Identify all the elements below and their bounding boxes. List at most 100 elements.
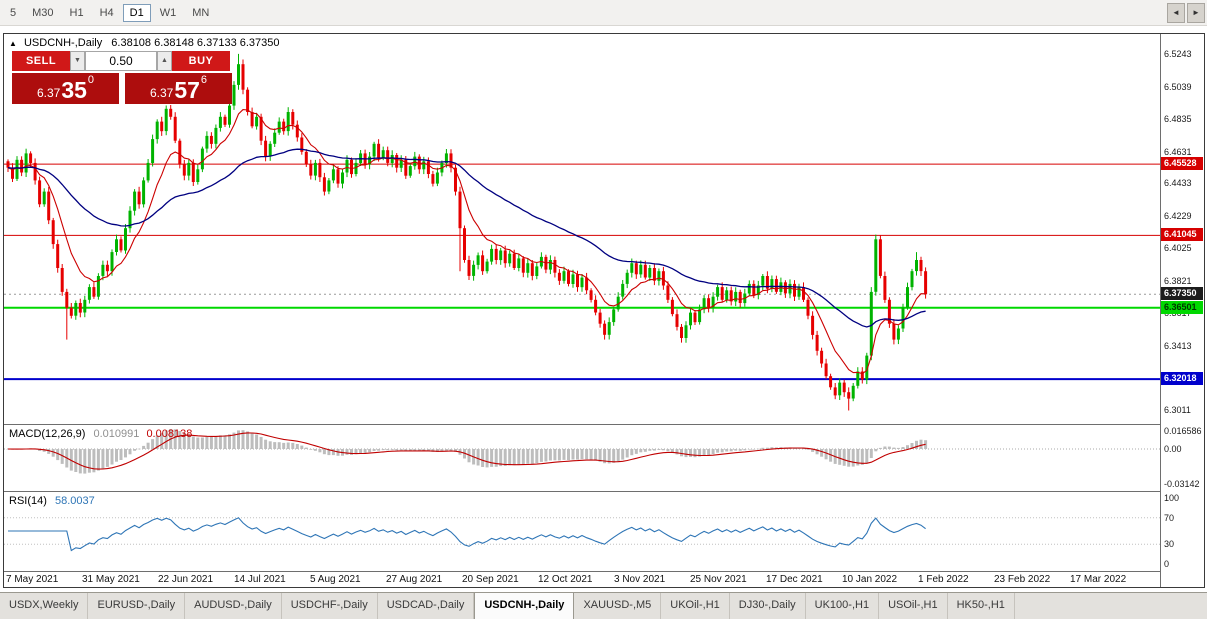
rsi-title: RSI(14) 58.0037 [9, 495, 95, 507]
macd-value: 0.010991 [93, 428, 140, 440]
time-axis-label: 22 Jun 2021 [158, 574, 214, 585]
volume-increase-button[interactable]: ▲ [157, 51, 172, 71]
time-axis-label: 7 May 2021 [6, 574, 59, 585]
chart-ohlc-values: 6.38108 6.38148 6.37133 6.37350 [111, 37, 280, 49]
price-axis-label: 6.3821 [1164, 276, 1192, 286]
chart-tab-dj30-daily[interactable]: DJ30-,Daily [729, 593, 806, 619]
price-axis-badge: 6.41045 [1161, 228, 1203, 241]
chart-tab-usdx-weekly[interactable]: USDX,Weekly [0, 593, 89, 619]
buy-price-main: 6.37 [149, 86, 174, 100]
rsi-axis-label: 100 [1164, 493, 1180, 503]
time-axis-label: 25 Nov 2021 [690, 574, 747, 585]
tab-scroll-right-button[interactable]: ► [1187, 3, 1205, 23]
price-axis-label: 6.4025 [1164, 243, 1192, 253]
time-axis-label: 31 May 2021 [82, 574, 140, 585]
chevron-down-icon: ▼ [74, 57, 81, 64]
sell-button[interactable]: SELL [12, 51, 70, 71]
pane-splitter[interactable] [4, 491, 1204, 492]
rsi-axis-label: 30 [1164, 539, 1175, 549]
timeframe-button-h4[interactable]: H4 [99, 6, 114, 19]
price-axis-label: 6.4229 [1164, 211, 1192, 221]
chart-tab-eurusd-daily[interactable]: EURUSD-,Daily [88, 593, 186, 619]
buy-price-point: 6 [200, 74, 208, 86]
rsi-indicator-chart[interactable] [4, 492, 1160, 571]
price-axis-label: 6.5039 [1164, 82, 1192, 92]
macd-axis-label: 0.016586 [1164, 426, 1202, 436]
price-axis-label: 6.3413 [1164, 341, 1192, 351]
chart-title: ▲ USDCNH-,Daily 6.38108 6.38148 6.37133 … [9, 37, 280, 49]
price-axis-badge: 6.45528 [1161, 157, 1203, 170]
timeframe-button-5[interactable]: 5 [10, 6, 17, 19]
chart-tab-audusd-daily[interactable]: AUDUSD-,Daily [185, 593, 282, 619]
slow-ma-line [7, 148, 926, 328]
price-axis-badge: 6.37350 [1161, 287, 1203, 300]
rsi-value: 58.0037 [54, 495, 95, 507]
chart-tab-uk100-h1[interactable]: UK100-,H1 [805, 593, 880, 619]
macd-title: MACD(12,26,9) 0.010991 0.008138 [9, 428, 192, 440]
timeframe-button-d1[interactable]: D1 [122, 3, 151, 22]
chart-tab-usdchf-daily[interactable]: USDCHF-,Daily [281, 593, 378, 619]
timeframe-button-m30[interactable]: M30 [32, 6, 54, 19]
rsi-axis-label: 0 [1164, 559, 1170, 569]
candlestick-chart[interactable] [4, 34, 1160, 424]
price-axis-label: 6.4631 [1164, 147, 1192, 157]
sell-price-main: 6.37 [36, 86, 61, 100]
chart-tab-usoil-h1[interactable]: USOil-,H1 [879, 593, 948, 619]
buy-price-pips: 57 [174, 77, 200, 104]
time-axis-label: 17 Mar 2022 [1070, 574, 1127, 585]
price-axis-badge: 6.36501 [1161, 301, 1203, 314]
price-axis-separator [1160, 34, 1161, 587]
volume-input[interactable] [85, 51, 157, 71]
chart-tab-hk50-h1[interactable]: HK50-,H1 [947, 593, 1015, 619]
macd-axis-label: -0.03142 [1164, 479, 1200, 489]
rsi-axis-label: 70 [1164, 513, 1175, 523]
time-axis-label: 12 Oct 2021 [538, 574, 593, 585]
macd-signal-value: 0.008138 [146, 428, 193, 440]
time-axis-separator [4, 571, 1204, 572]
time-axis-label: 14 Jul 2021 [234, 574, 286, 585]
chart-tab-xauusd-m5[interactable]: XAUUSD-,M5 [574, 593, 662, 619]
buy-button[interactable]: BUY [172, 51, 230, 71]
macd-pane[interactable]: MACD(12,26,9) 0.010991 0.008138 [4, 425, 1160, 491]
time-axis-label: 10 Jan 2022 [842, 574, 898, 585]
price-axis: 6.5243 6.5039 6.4835 6.4631 6.4433 6.4229 6.40… [1161, 34, 1204, 587]
chart-tab-usdcnh-daily[interactable]: USDCNH-,Daily [474, 593, 575, 619]
timeframe-button-mn[interactable]: MN [192, 6, 210, 19]
price-axis-label: 6.4433 [1164, 178, 1192, 188]
candles-layer [6, 53, 928, 411]
chart-tab-usdcad-daily[interactable]: USDCAD-,Daily [377, 593, 475, 619]
macd-indicator-chart[interactable] [4, 425, 1160, 491]
collapse-panel-icon[interactable]: ▲ [9, 39, 17, 48]
buy-price-display[interactable]: 6.37 57 6 [125, 73, 232, 104]
timeframe-toolbar: 5 M30 H1 H4 D1 W1 MN [0, 0, 1207, 26]
chart-symbol-label: USDCNH-,Daily [23, 37, 103, 49]
fast-ma-line [7, 109, 926, 375]
price-pane[interactable]: ▲ USDCNH-,Daily 6.38108 6.38148 6.37133 … [4, 34, 1160, 424]
one-click-trade-panel: SELL ▼ ▲ BUY 6.37 35 0 [12, 51, 232, 104]
macd-axis-label: 0.00 [1164, 444, 1182, 454]
sell-price-point: 0 [87, 74, 95, 86]
price-axis-label: 6.5243 [1164, 49, 1192, 59]
volume-decrease-button[interactable]: ▼ [70, 51, 85, 71]
tab-scroll-left-button[interactable]: ◄ [1167, 3, 1185, 23]
time-axis-label: 3 Nov 2021 [614, 574, 666, 585]
timeframe-button-h1[interactable]: H1 [69, 6, 84, 19]
price-axis-badge: 6.32018 [1161, 372, 1203, 385]
rsi-line [8, 517, 926, 552]
price-axis-label: 6.3011 [1164, 405, 1191, 415]
time-axis-label: 1 Feb 2022 [918, 574, 969, 585]
pane-splitter[interactable] [4, 424, 1204, 425]
chevron-up-icon: ▲ [161, 57, 168, 64]
tab-scroll-controls: ◄ ► [1167, 3, 1205, 23]
time-axis-label: 23 Feb 2022 [994, 574, 1051, 585]
time-axis-label: 5 Aug 2021 [310, 574, 361, 585]
time-axis-label: 20 Sep 2021 [462, 574, 519, 585]
timeframe-button-w1[interactable]: W1 [159, 6, 177, 19]
sell-price-display[interactable]: 6.37 35 0 [12, 73, 119, 104]
price-axis-label: 6.4835 [1164, 114, 1192, 124]
rsi-pane[interactable]: RSI(14) 58.0037 [4, 492, 1160, 571]
macd-label: MACD(12,26,9) [9, 428, 86, 440]
rsi-label: RSI(14) [9, 495, 47, 507]
chart-tab-ukoil-h1[interactable]: UKOil-,H1 [661, 593, 730, 619]
